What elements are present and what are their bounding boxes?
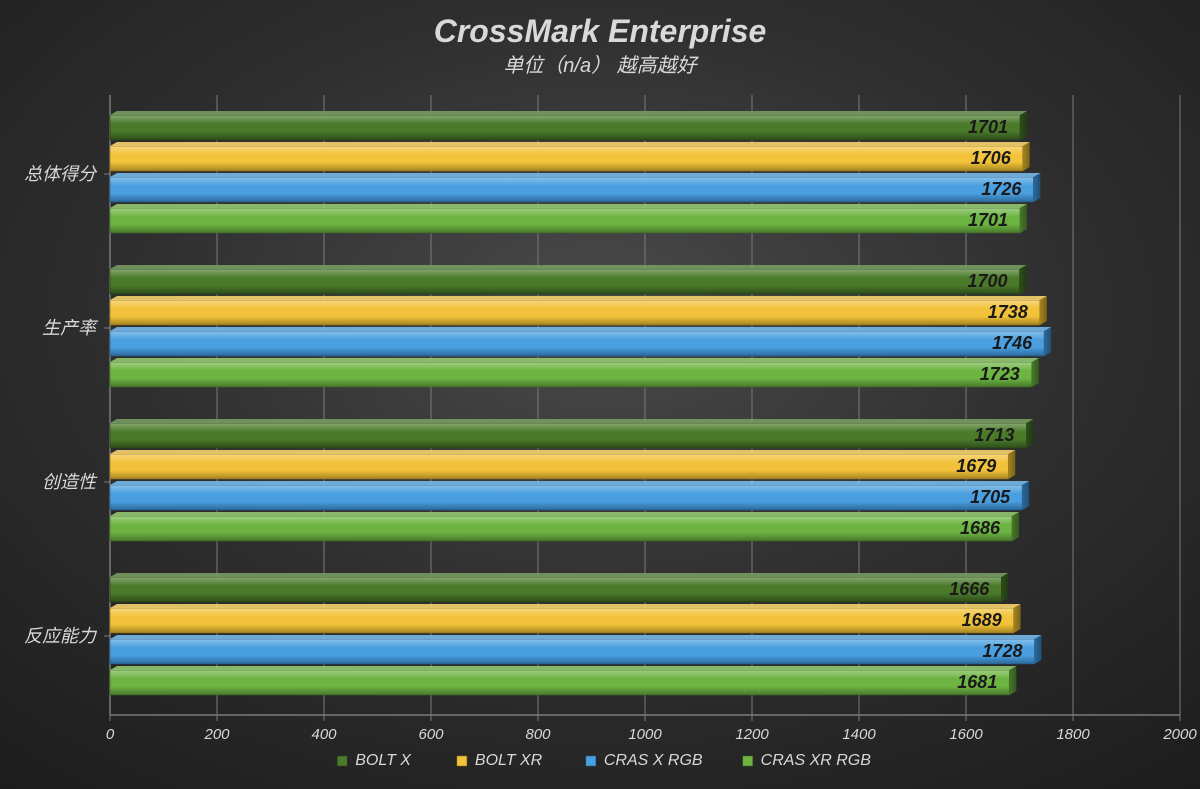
bar-top: [110, 111, 1027, 115]
x-tick-label: 400: [311, 726, 337, 743]
bar-value-label: 1728: [982, 641, 1022, 661]
bar: [110, 608, 1014, 633]
bar-top: [110, 512, 1019, 516]
x-tick-label: 1000: [628, 726, 662, 743]
bar-cap: [1001, 573, 1008, 602]
bar-top: [110, 450, 1015, 454]
legend-swatch: [586, 756, 596, 766]
bar: [110, 208, 1020, 233]
bar: [110, 177, 1033, 202]
bar: [110, 577, 1001, 602]
bar-cap: [1008, 450, 1015, 479]
x-tick-label: 200: [203, 726, 230, 743]
bar: [110, 331, 1044, 356]
bar-value-label: 1666: [949, 579, 990, 599]
bar-top: [110, 173, 1040, 177]
bar: [110, 146, 1023, 171]
x-tick-label: 1400: [842, 726, 876, 743]
bar-value-label: 1705: [970, 487, 1011, 507]
x-tick-label: 0: [106, 726, 115, 743]
chart-subtitle: 单位（n/a） 越高越好: [503, 54, 699, 77]
bar-value-label: 1746: [992, 333, 1033, 353]
legend-label: BOLT X: [355, 752, 412, 769]
bar: [110, 670, 1009, 695]
bar: [110, 485, 1022, 510]
bar: [110, 362, 1032, 387]
chart-title: CrossMark Enterprise: [434, 13, 767, 49]
bar-cap: [1022, 481, 1029, 510]
bar-top: [110, 635, 1041, 639]
legend-label: CRAS XR RGB: [761, 752, 872, 769]
bar-value-label: 1726: [981, 179, 1022, 199]
bar-cap: [1023, 142, 1030, 171]
x-tick-label: 1600: [949, 726, 983, 743]
x-tick-label: 1200: [735, 726, 769, 743]
x-tick-label: 600: [418, 726, 444, 743]
bar-cap: [1020, 204, 1027, 233]
bar-top: [110, 666, 1016, 670]
bar-value-label: 1681: [957, 672, 997, 692]
bar-value-label: 1700: [967, 271, 1007, 291]
bar-top: [110, 573, 1008, 577]
legend-swatch: [337, 756, 347, 766]
bar: [110, 269, 1020, 294]
bar-top: [110, 481, 1029, 485]
bar-cap: [1044, 327, 1051, 356]
y-category-label: 总体得分: [24, 164, 98, 184]
bar-top: [110, 604, 1021, 608]
bar-value-label: 1701: [968, 117, 1008, 137]
bar-top: [110, 265, 1027, 269]
y-category-label: 生产率: [42, 318, 99, 338]
bar-value-label: 1689: [962, 610, 1002, 630]
bar: [110, 639, 1034, 664]
legend-swatch: [457, 756, 467, 766]
bar-cap: [1032, 358, 1039, 387]
bar: [110, 115, 1020, 140]
bar: [110, 516, 1012, 541]
bar-cap: [1020, 265, 1027, 294]
bar-value-label: 1686: [960, 518, 1001, 538]
bar-top: [110, 142, 1030, 146]
x-tick-label: 2000: [1162, 726, 1197, 743]
bar-top: [110, 204, 1027, 208]
chart-container: CrossMark Enterprise 单位（n/a） 越高越好 0 200 400 6…: [0, 0, 1200, 789]
x-tick-label: 1800: [1056, 726, 1090, 743]
legend-label: CRAS X RGB: [604, 752, 703, 769]
bar-cap: [1040, 296, 1047, 325]
y-category-label: 反应能力: [24, 626, 98, 646]
y-category-label: 创造性: [42, 472, 98, 492]
bar-cap: [1026, 419, 1033, 448]
bar: [110, 454, 1008, 479]
legend-swatch: [743, 756, 753, 766]
bar-cap: [1009, 666, 1016, 695]
bar-top: [110, 327, 1051, 331]
bar-value-label: 1679: [956, 456, 996, 476]
bar-cap: [1033, 173, 1040, 202]
bar-top: [110, 419, 1033, 423]
bar-value-label: 1713: [974, 425, 1014, 445]
bar-top: [110, 296, 1047, 300]
bar-value-label: 1738: [988, 302, 1028, 322]
bar-value-label: 1723: [980, 364, 1020, 384]
bar-cap: [1020, 111, 1027, 140]
bar-cap: [1014, 604, 1021, 633]
bar-value-label: 1701: [968, 210, 1008, 230]
x-tick-label: 800: [525, 726, 551, 743]
bar: [110, 300, 1040, 325]
chart-svg: CrossMark Enterprise 单位（n/a） 越高越好 0 200 400 6…: [0, 0, 1200, 789]
legend-label: BOLT XR: [475, 752, 543, 769]
bar-top: [110, 358, 1039, 362]
bar-value-label: 1706: [971, 148, 1012, 168]
bar-cap: [1034, 635, 1041, 664]
bar-cap: [1012, 512, 1019, 541]
bar: [110, 423, 1026, 448]
